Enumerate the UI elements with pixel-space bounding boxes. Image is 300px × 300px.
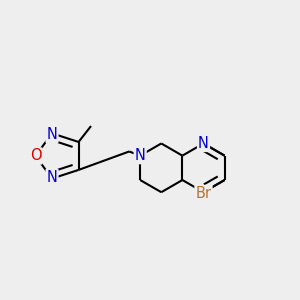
Text: O: O [30,148,41,164]
Text: N: N [135,148,146,163]
Text: Br: Br [196,186,211,201]
Text: N: N [46,127,57,142]
Text: N: N [198,136,209,151]
Text: N: N [46,170,57,185]
